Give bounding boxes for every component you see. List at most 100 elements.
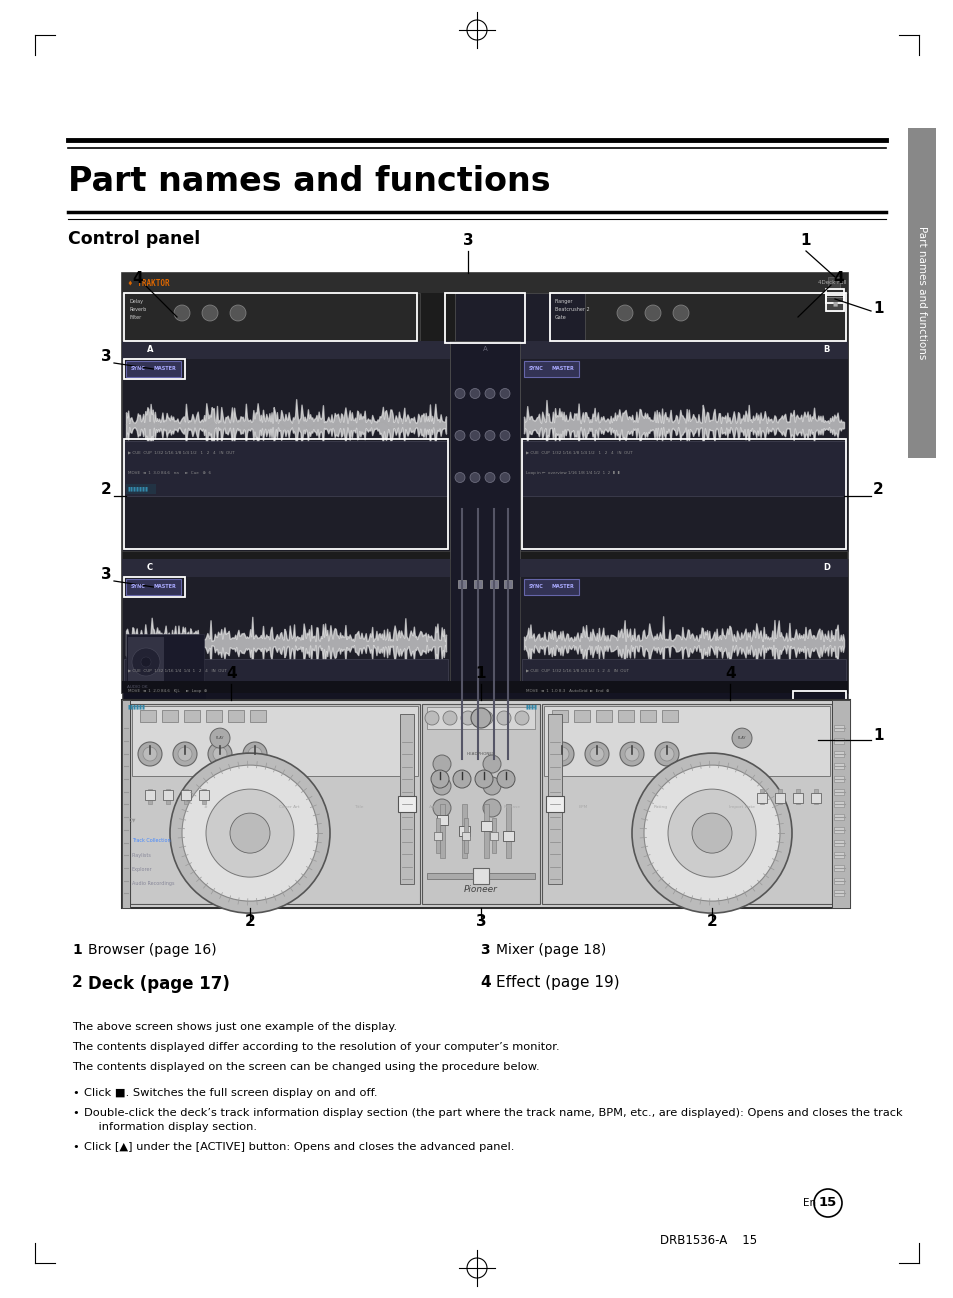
Text: B: B — [822, 345, 828, 354]
Bar — [124, 578, 185, 597]
Text: 4: 4 — [724, 666, 735, 681]
Bar — [122, 559, 450, 578]
Circle shape — [141, 657, 151, 667]
Text: D: D — [822, 563, 829, 572]
Bar — [547, 714, 561, 884]
Bar — [457, 580, 465, 588]
Text: 2: 2 — [244, 914, 255, 929]
Text: Double-click the deck’s track information display section (the part where the tr: Double-click the deck’s track informatio… — [84, 1108, 902, 1118]
Text: Explorer: Explorer — [132, 867, 152, 871]
Bar — [833, 890, 843, 896]
Circle shape — [482, 800, 500, 816]
Bar — [521, 439, 845, 549]
Bar — [126, 633, 204, 689]
Bar — [545, 796, 563, 813]
Bar — [596, 710, 612, 722]
Circle shape — [173, 305, 190, 321]
Text: MASTER: MASTER — [153, 366, 176, 371]
Text: SYNC: SYNC — [131, 584, 146, 589]
Bar — [397, 796, 416, 813]
Bar — [122, 559, 450, 768]
Bar — [523, 685, 667, 693]
Bar — [502, 832, 514, 841]
Text: A: A — [482, 347, 487, 352]
Bar — [463, 818, 468, 853]
Bar — [827, 276, 840, 289]
Text: Effect (page 19): Effect (page 19) — [496, 975, 619, 990]
Bar — [421, 704, 539, 903]
Bar — [833, 752, 843, 757]
Circle shape — [619, 742, 643, 766]
Text: The contents displayed differ according to the resolution of your computer’s mon: The contents displayed differ according … — [71, 1042, 559, 1051]
Text: Flanger: Flanger — [555, 299, 573, 304]
Bar — [184, 710, 200, 722]
Bar — [490, 580, 497, 588]
Circle shape — [691, 813, 731, 853]
Circle shape — [667, 789, 755, 877]
Text: 3: 3 — [476, 914, 486, 929]
Text: MOVE  ◄  1  3.0 84.6   na     ►  Cue   ⊕  6: MOVE ◄ 1 3.0 84.6 na ► Cue ⊕ 6 — [128, 471, 211, 475]
Bar — [523, 361, 578, 376]
Bar — [825, 295, 843, 312]
Text: Playlists: Playlists — [132, 853, 152, 858]
Bar — [126, 361, 181, 376]
Text: 4: 4 — [132, 271, 143, 286]
Text: 1: 1 — [872, 301, 882, 315]
Bar — [833, 840, 843, 846]
Text: Control panel: Control panel — [68, 230, 200, 248]
Circle shape — [509, 772, 520, 784]
Circle shape — [584, 742, 608, 766]
Circle shape — [424, 711, 438, 726]
Circle shape — [482, 755, 500, 774]
Bar — [455, 293, 584, 341]
Bar — [250, 710, 266, 722]
Circle shape — [470, 431, 479, 440]
Bar — [833, 776, 843, 781]
Bar — [145, 790, 154, 800]
Text: MOVE  ◄  1  1.0 8.3   AutoGrid  ►  End  ⊕: MOVE ◄ 1 1.0 8.3 AutoGrid ► End ⊕ — [525, 689, 609, 693]
Text: Click ■. Switches the full screen display on and off.: Click ■. Switches the full screen displa… — [84, 1088, 377, 1098]
Text: MASTER: MASTER — [552, 584, 574, 589]
Bar — [126, 685, 302, 693]
Bar — [519, 559, 847, 578]
Text: The contents displayed on the screen can be changed using the procedure below.: The contents displayed on the screen can… — [71, 1062, 539, 1072]
Text: The above screen shows just one example of the display.: The above screen shows just one example … — [71, 1022, 396, 1032]
Circle shape — [484, 388, 495, 398]
Bar — [228, 710, 244, 722]
Circle shape — [478, 711, 493, 726]
Bar — [436, 815, 448, 826]
Bar — [519, 341, 847, 550]
Bar — [521, 441, 845, 496]
Circle shape — [475, 770, 493, 788]
Circle shape — [248, 748, 262, 761]
Bar — [523, 467, 843, 475]
Text: 2: 2 — [71, 975, 83, 990]
Bar — [122, 341, 450, 360]
Text: Gate: Gate — [555, 315, 566, 321]
Circle shape — [672, 305, 688, 321]
Text: SYNC: SYNC — [529, 584, 543, 589]
Bar — [541, 704, 831, 903]
Bar — [474, 580, 481, 588]
Bar — [825, 289, 843, 302]
Bar — [778, 789, 781, 803]
Text: 2: 2 — [101, 482, 112, 497]
Bar — [124, 441, 448, 496]
Text: AUDIO OK: AUDIO OK — [127, 685, 148, 689]
Text: 15: 15 — [818, 1197, 836, 1210]
Text: ▮▮▮▮▮▮▮: ▮▮▮▮▮▮▮ — [128, 487, 149, 492]
Text: Beatcrusher 2: Beatcrusher 2 — [555, 308, 589, 312]
Bar — [792, 691, 845, 789]
Bar — [523, 702, 554, 713]
Bar — [760, 789, 763, 803]
Circle shape — [497, 711, 511, 726]
Circle shape — [731, 728, 751, 748]
Text: 3: 3 — [101, 567, 112, 582]
Circle shape — [172, 742, 196, 766]
Circle shape — [470, 472, 479, 483]
Circle shape — [230, 813, 270, 853]
Text: 4: 4 — [479, 975, 490, 990]
Text: A: A — [147, 345, 153, 354]
Bar — [122, 700, 849, 909]
Bar — [480, 820, 492, 831]
